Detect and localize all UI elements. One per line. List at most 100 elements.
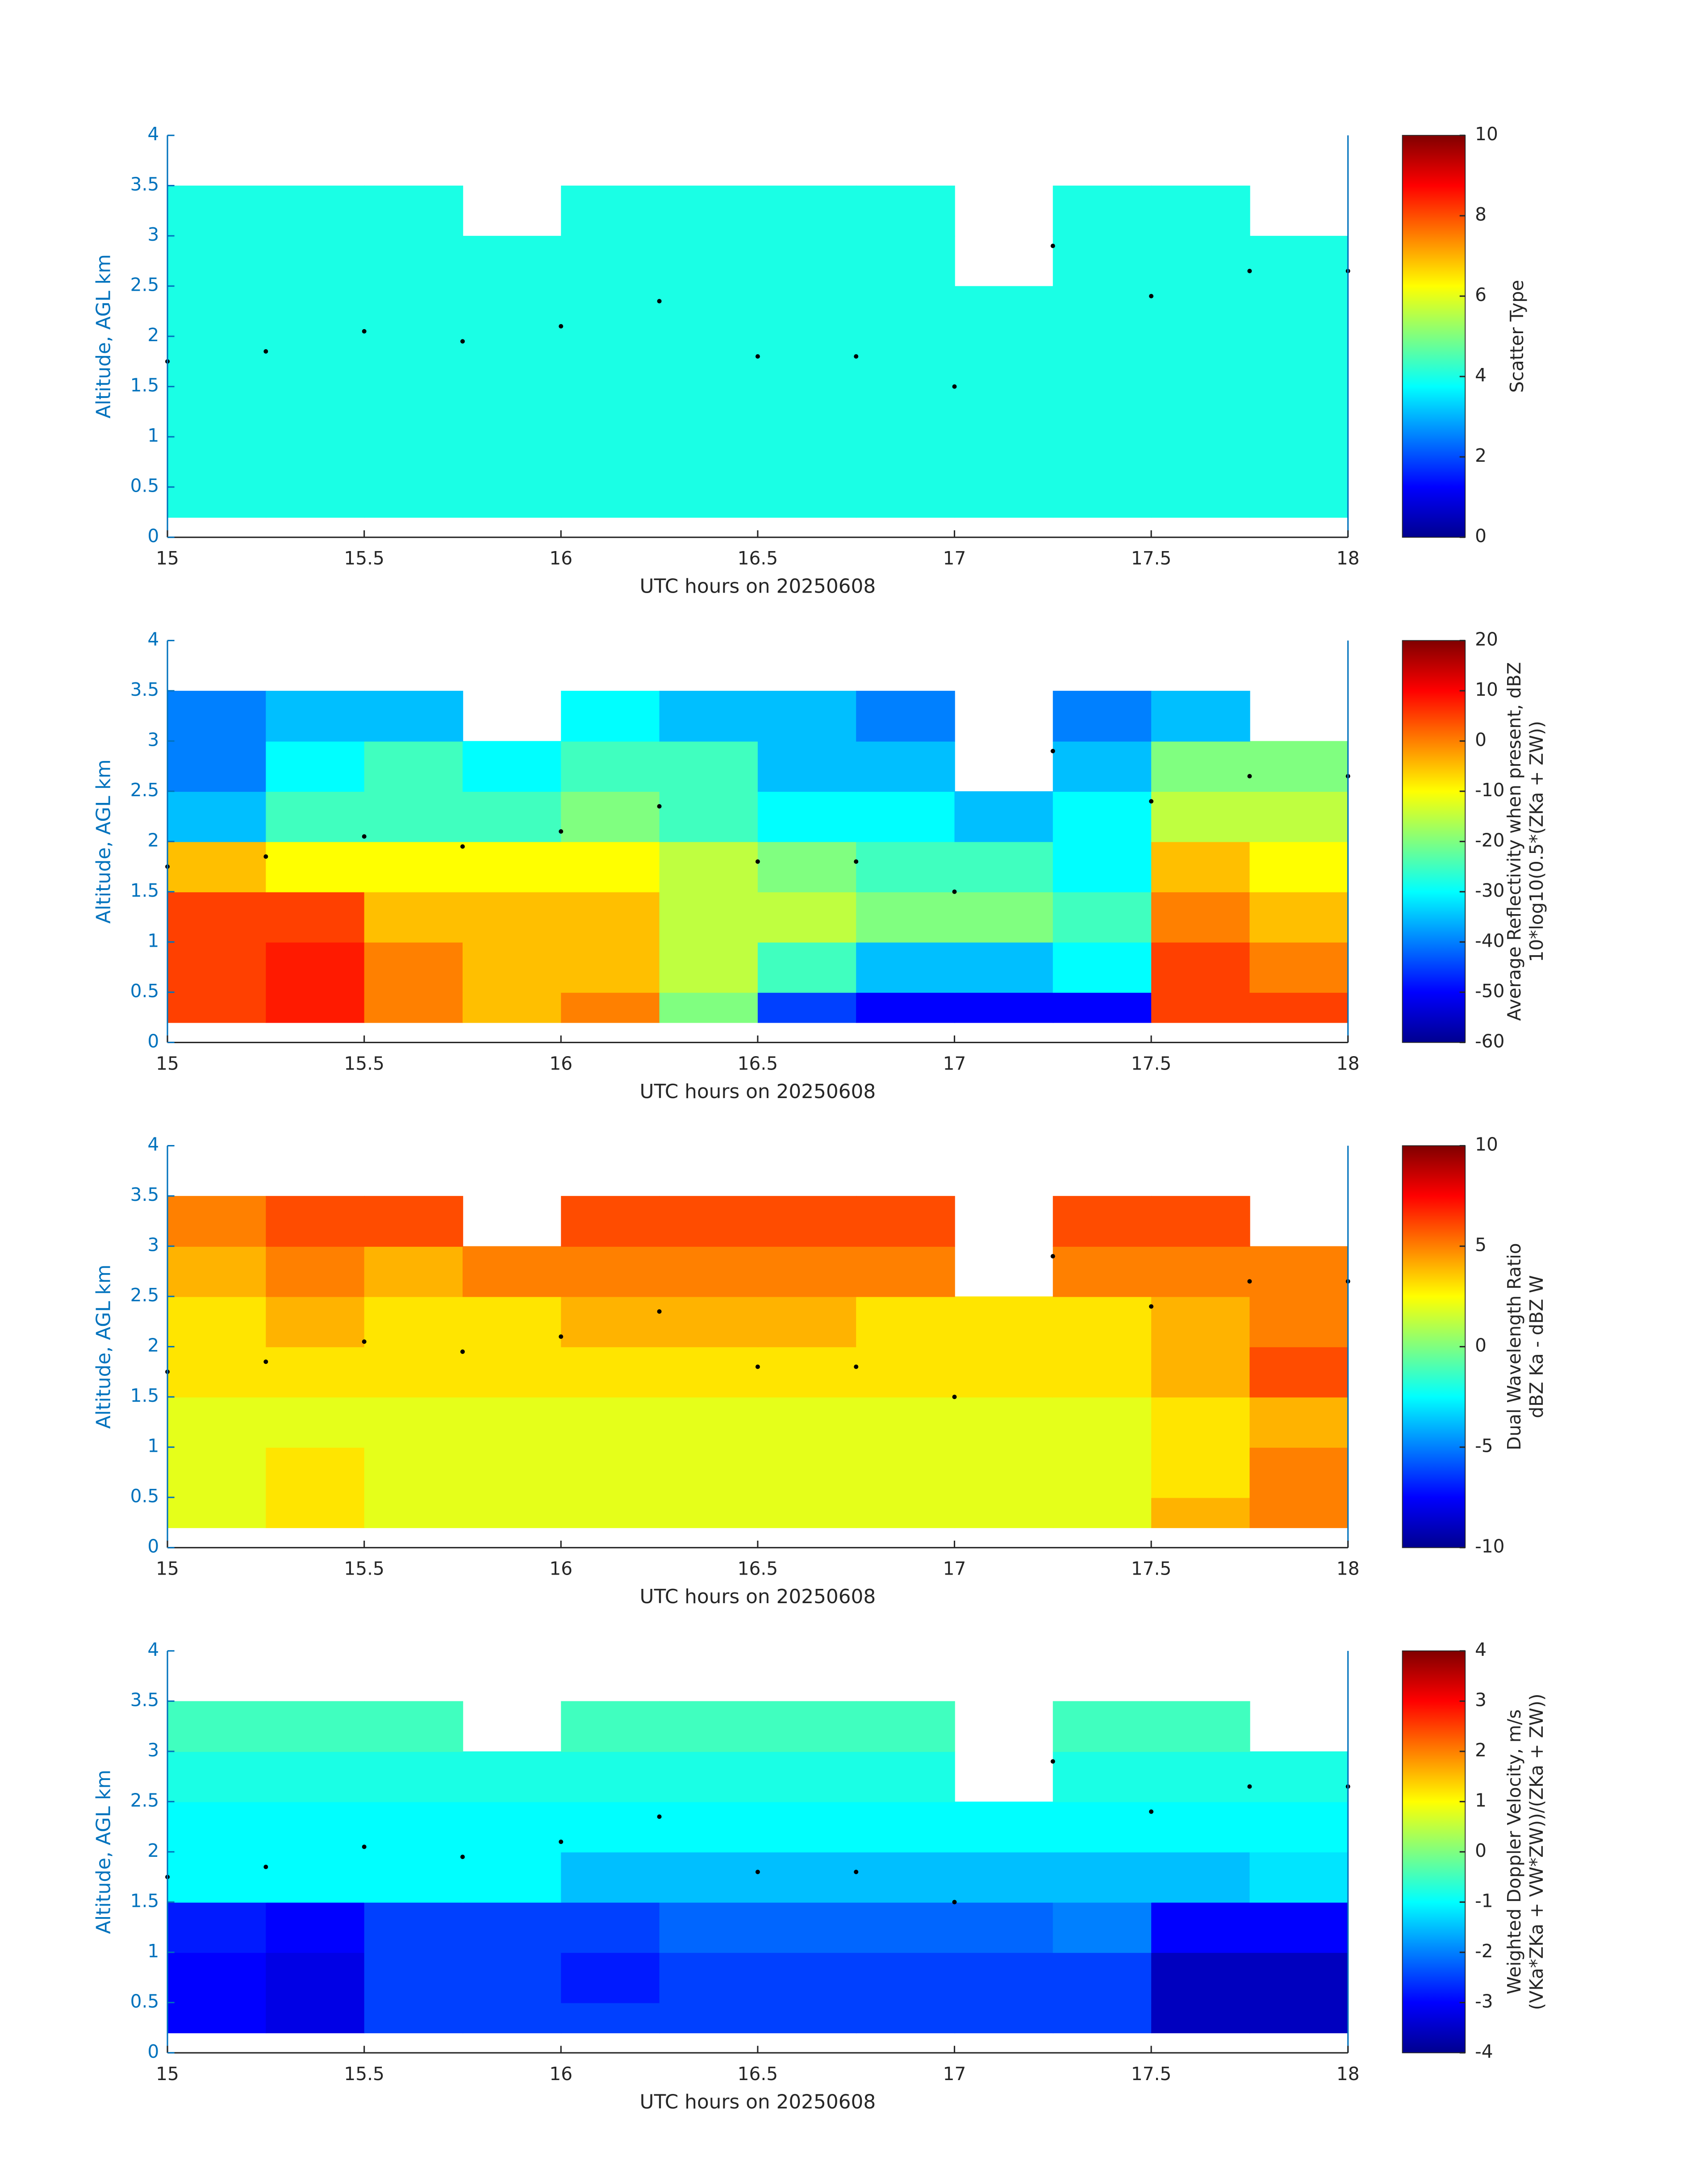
heat-cell: [856, 185, 955, 237]
x-tick-label: 17: [943, 547, 966, 569]
x-tick-label: 15.5: [344, 1053, 384, 1074]
heat-cell: [266, 437, 365, 488]
heat-cell: [364, 386, 464, 438]
heat-cell: [266, 1751, 365, 1802]
point: [1149, 799, 1154, 804]
heat-cell: [364, 1851, 464, 1903]
heat-cell: [462, 791, 562, 842]
point: [952, 1395, 957, 1400]
heat-cell: [1052, 1902, 1152, 1953]
point: [362, 1339, 367, 1344]
heat-cell: [167, 437, 267, 488]
point: [1050, 1254, 1055, 1259]
heat-cell: [1151, 791, 1250, 842]
y-tick-label: 2.5: [130, 1284, 159, 1306]
heat-cell: [561, 336, 660, 387]
heat-cell: [561, 487, 660, 518]
heat-cell: [1052, 1701, 1152, 1752]
heat-cell: [364, 1801, 464, 1853]
heat-cell: [364, 1447, 464, 1498]
heat-cell: [856, 1751, 955, 1802]
heat-cell: [1151, 1751, 1250, 1802]
point: [263, 1359, 268, 1364]
heat-cell: [856, 487, 955, 518]
heat-cell: [1249, 1397, 1349, 1448]
point: [362, 834, 367, 839]
heat-cell: [561, 1346, 660, 1398]
colorbar-tick-label: -10: [1475, 779, 1504, 801]
point: [657, 804, 662, 809]
heat-cell: [659, 942, 759, 993]
heat-cell: [1052, 841, 1152, 893]
colorbar-tick-label: -30: [1475, 880, 1504, 901]
heat-cell: [659, 891, 759, 943]
point: [657, 1309, 662, 1314]
heat-cell: [462, 841, 562, 893]
heat-cell: [561, 891, 660, 943]
heat-cell: [266, 1397, 365, 1448]
heat-cell: [856, 1851, 955, 1903]
point: [362, 329, 367, 334]
colorbar-tick-label: -40: [1475, 930, 1504, 951]
heat-cell: [561, 236, 660, 287]
heat-cell: [462, 1346, 562, 1398]
heat-cell: [167, 841, 267, 893]
heat-cell: [659, 1497, 759, 1528]
heat-cell: [757, 1497, 857, 1528]
heat-cell: [167, 1701, 267, 1752]
heat-cell: [757, 741, 857, 792]
heat-cell: [462, 386, 562, 438]
heat-cell: [364, 1751, 464, 1802]
heat-cell: [561, 1751, 660, 1802]
heat-cell: [757, 185, 857, 237]
heat-cell: [364, 992, 464, 1023]
heat-cell: [954, 1902, 1054, 1953]
y-tick-label: 2.5: [130, 274, 159, 296]
heat-cell: [856, 1296, 955, 1347]
heat-cell: [1052, 386, 1152, 438]
heat-cell: [954, 992, 1054, 1023]
point: [362, 1844, 367, 1849]
point: [1149, 1809, 1154, 1814]
heat-cell: [462, 1851, 562, 1903]
heat-cell: [1151, 942, 1250, 993]
heat-cell: [757, 487, 857, 518]
y-tick-label: 4: [147, 628, 159, 650]
y-tick-label: 2: [147, 829, 159, 851]
heat-cell: [1151, 1851, 1250, 1903]
heat-cell: [167, 336, 267, 387]
colorbar-tick-label: -5: [1475, 1435, 1493, 1457]
heat-cell: [561, 1447, 660, 1498]
heat-cell: [561, 1952, 660, 2003]
heat-cell: [856, 1196, 955, 1247]
heat-cell: [266, 2002, 365, 2034]
heat-cell: [167, 690, 267, 742]
point: [460, 1349, 465, 1354]
heat-cell: [266, 386, 365, 438]
heat-cell: [266, 841, 365, 893]
y-tick-label: 1.5: [130, 375, 159, 396]
heat-cell: [1052, 487, 1152, 518]
heat-cell: [1052, 992, 1152, 1023]
heat-cell: [856, 1246, 955, 1297]
heat-cell: [462, 2002, 562, 2034]
heat-cell: [167, 236, 267, 287]
heat-cell: [954, 1346, 1054, 1398]
y-tick-label: 1.5: [130, 880, 159, 901]
heat-cell: [1151, 1952, 1250, 2003]
heat-cell: [167, 185, 267, 237]
heat-cell: [1052, 1851, 1152, 1903]
heat-cell: [1249, 1447, 1349, 1498]
heat-cell: [1151, 1447, 1250, 1498]
y-axis-label: Altitude, AGL km: [92, 1265, 115, 1429]
heat-cell: [856, 1447, 955, 1498]
heat-cell: [364, 1497, 464, 1528]
heat-cell: [1052, 1801, 1152, 1853]
heat-cell: [1052, 1447, 1152, 1498]
heat-cell: [856, 1801, 955, 1853]
colorbar: [1402, 135, 1466, 538]
heat-cell: [757, 286, 857, 337]
heat-cell: [757, 1397, 857, 1448]
heat-cell: [954, 1397, 1054, 1448]
x-tick-label: 16: [549, 1558, 572, 1579]
